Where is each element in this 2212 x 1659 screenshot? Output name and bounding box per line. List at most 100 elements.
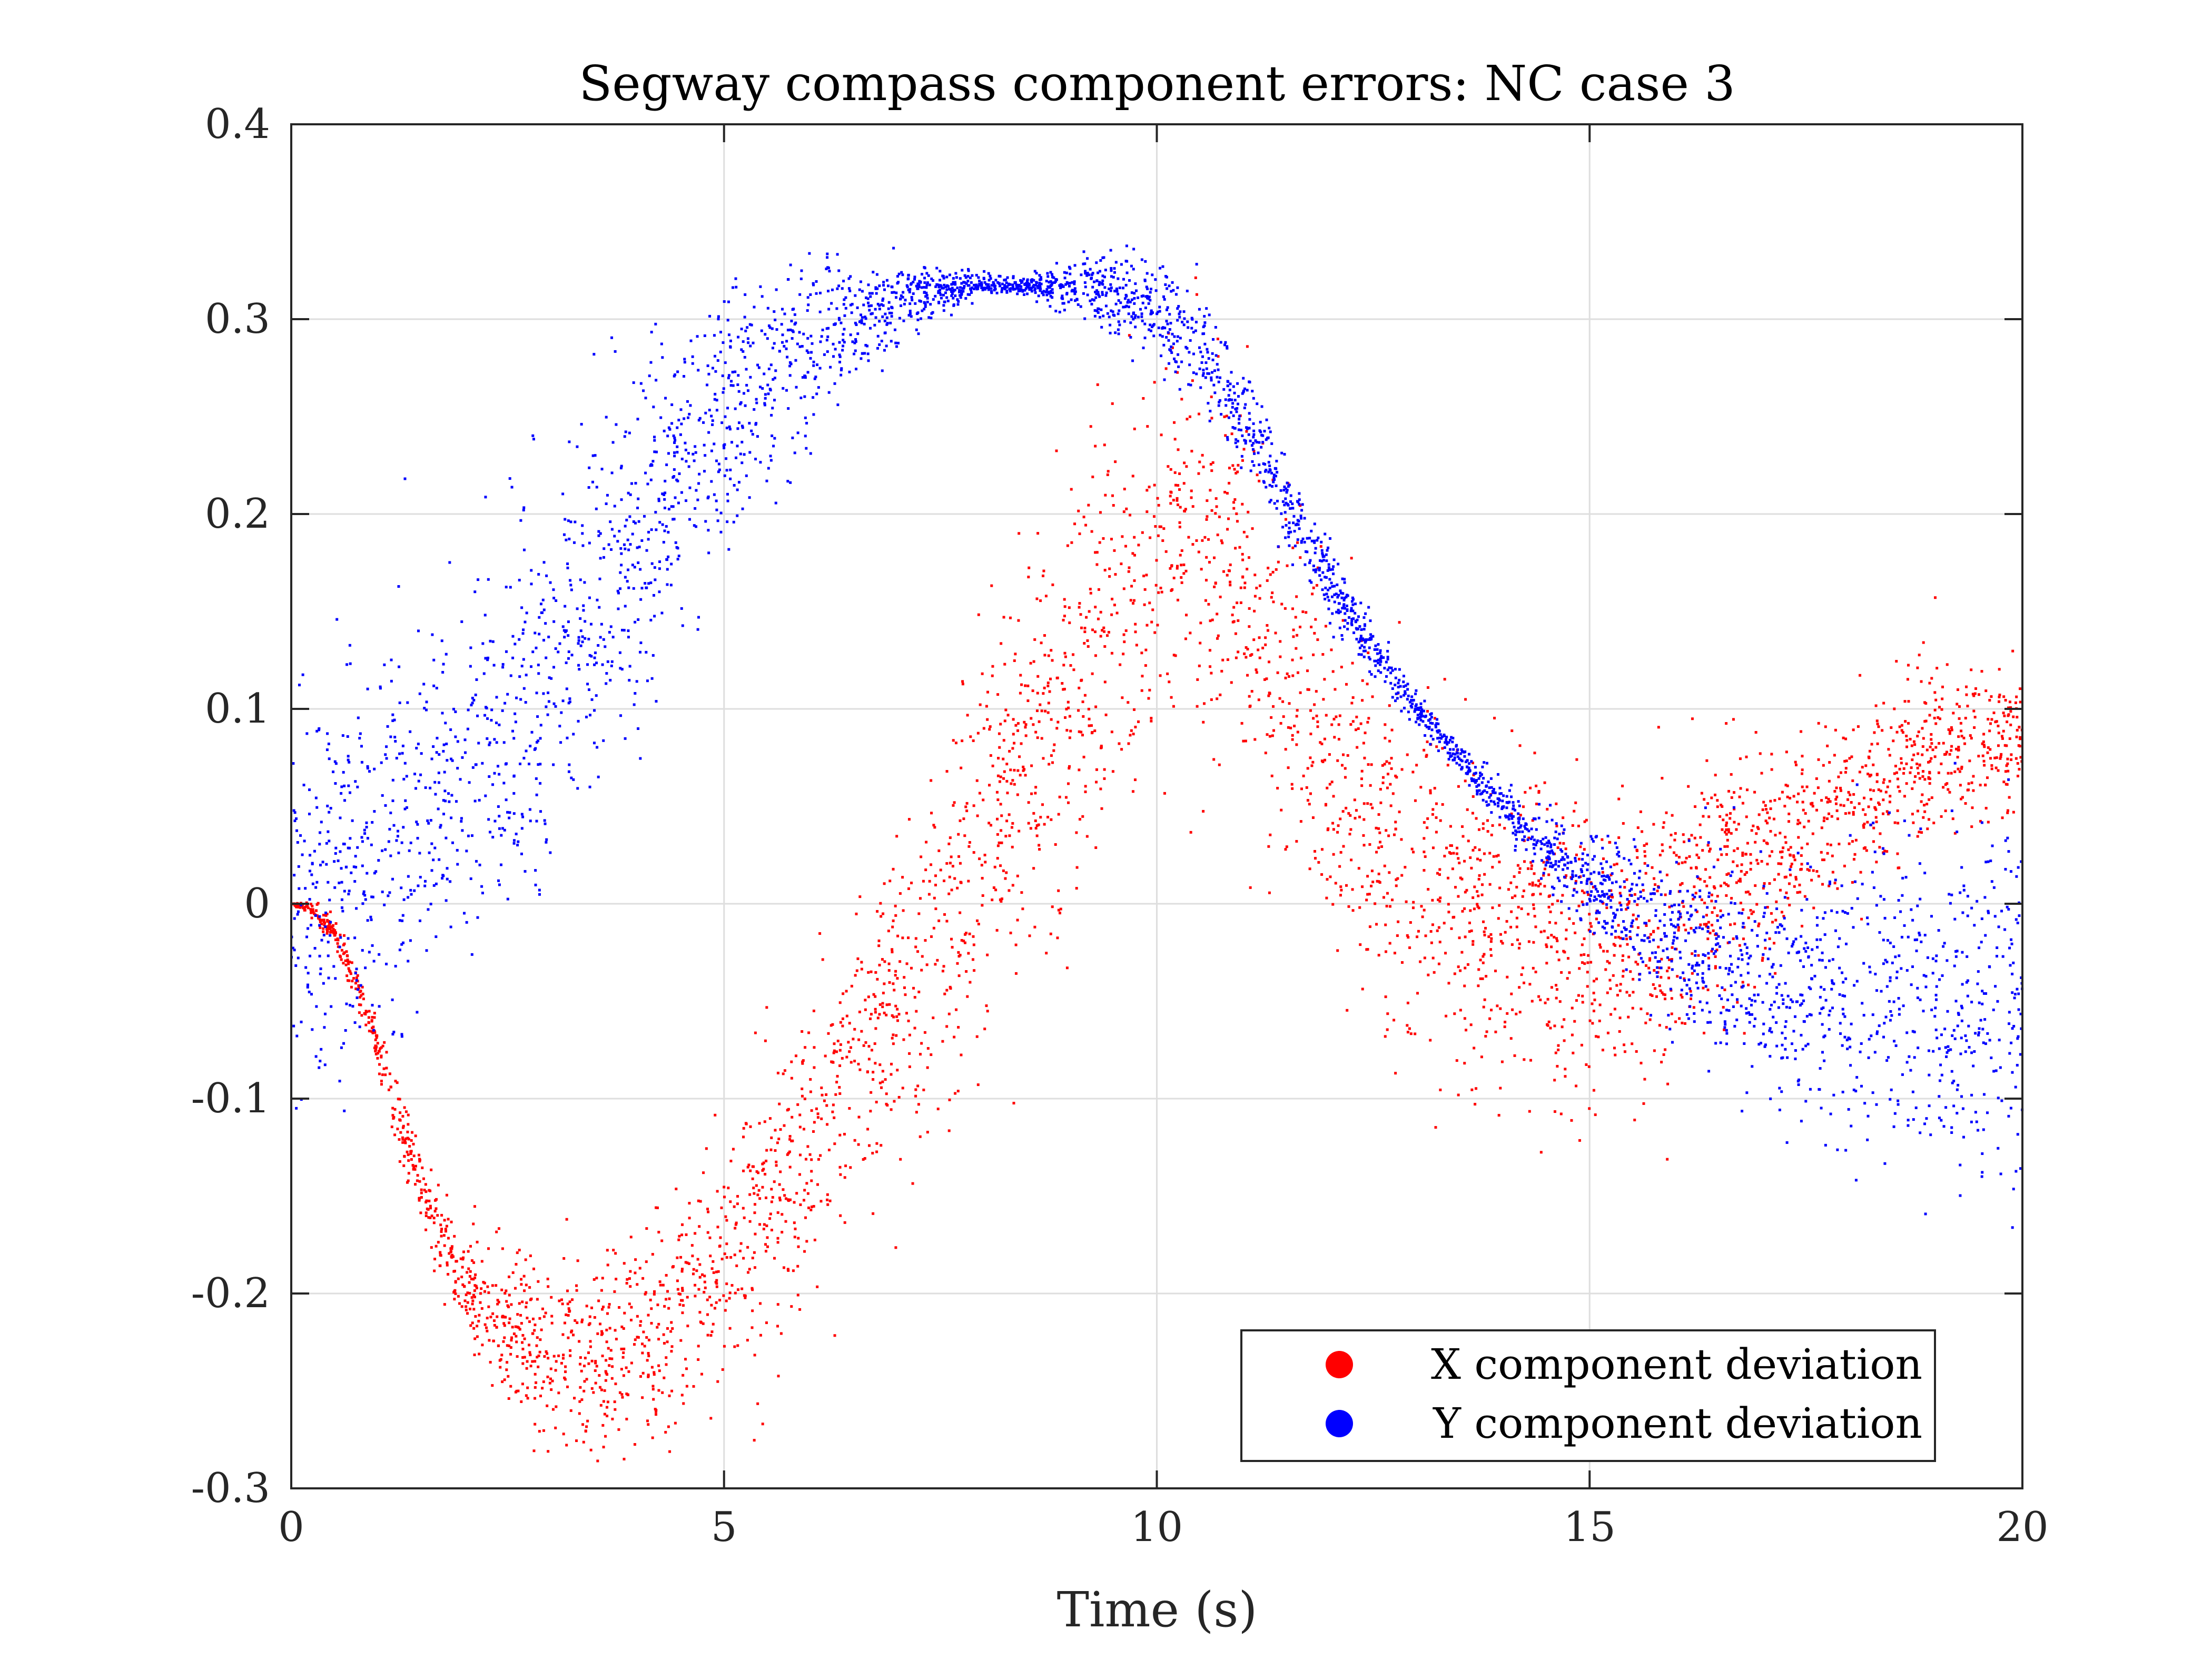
y-component-point <box>1470 777 1473 780</box>
x-component-point <box>1979 819 1982 823</box>
x-component-point <box>336 950 339 953</box>
x-component-point <box>1608 962 1611 965</box>
x-component-point <box>902 909 905 912</box>
x-component-point <box>1051 659 1054 662</box>
x-component-point <box>1815 777 1818 780</box>
x-component-point <box>850 1061 853 1064</box>
x-component-point <box>1989 748 1992 751</box>
x-component-point <box>1388 942 1391 945</box>
x-component-point <box>1037 823 1040 826</box>
x-component-point <box>998 841 1001 844</box>
x-component-point <box>1770 768 1773 771</box>
x-component-point <box>1782 915 1785 918</box>
x-component-point <box>1309 756 1312 759</box>
y-component-point <box>1938 1117 1941 1120</box>
x-component-point <box>531 1360 534 1363</box>
x-component-point <box>1177 484 1180 487</box>
x-component-point <box>1987 718 1990 721</box>
x-component-point <box>888 880 892 883</box>
y-component-point <box>2009 964 2012 967</box>
x-component-point <box>1111 770 1114 773</box>
x-component-point <box>534 1360 537 1363</box>
y-component-point <box>694 445 697 448</box>
x-component-point <box>1317 861 1320 864</box>
x-component-point <box>1842 804 1845 807</box>
x-component-point <box>1068 736 1071 739</box>
x-component-point <box>947 1012 951 1015</box>
x-component-point <box>857 1038 861 1041</box>
x-component-point <box>1435 745 1438 748</box>
x-component-point <box>1184 569 1188 572</box>
x-component-point <box>1072 668 1075 671</box>
x-component-point <box>1554 922 1557 925</box>
x-component-point <box>1340 666 1343 669</box>
y-component-point <box>1095 261 1098 264</box>
x-component-point <box>1314 850 1317 853</box>
x-component-point <box>627 1394 630 1397</box>
y-component-point <box>1777 931 1781 934</box>
x-component-point <box>587 1351 590 1354</box>
x-component-point <box>1920 680 1923 683</box>
x-component-point <box>1910 744 1913 747</box>
x-component-point <box>2009 723 2012 726</box>
x-component-point <box>318 918 321 921</box>
y-component-point <box>935 283 939 286</box>
x-component-point <box>1732 937 1735 940</box>
x-component-point <box>1831 854 1834 857</box>
x-component-point <box>1048 690 1051 693</box>
x-component-point <box>479 1292 482 1295</box>
x-component-point <box>1390 728 1394 732</box>
x-component-point <box>839 1214 842 1217</box>
x-component-point <box>378 1050 381 1053</box>
x-component-point <box>1698 877 1702 881</box>
y-component-point <box>1244 442 1247 445</box>
y-component-point <box>686 400 689 403</box>
x-component-point <box>699 1320 702 1324</box>
x-component-point <box>896 1019 900 1022</box>
x-component-point <box>977 613 980 616</box>
y-component-point <box>501 827 504 830</box>
x-component-point <box>1475 1087 1478 1090</box>
x-component-point <box>833 1049 836 1052</box>
x-component-point <box>719 1236 722 1239</box>
x-component-point <box>520 1322 523 1325</box>
y-component-point <box>1237 395 1240 398</box>
y-component-point <box>913 275 916 279</box>
x-component-point <box>1839 789 1842 792</box>
x-component-point <box>1736 864 1739 867</box>
x-component-point <box>1122 587 1125 590</box>
x-component-point <box>1271 478 1275 481</box>
x-component-point <box>1893 772 1896 775</box>
x-component-point <box>1270 774 1273 777</box>
y-component-point <box>874 308 877 311</box>
y-component-point <box>1517 826 1520 829</box>
y-component-point <box>470 953 473 956</box>
y-component-point <box>1028 288 1031 291</box>
x-component-point <box>1472 848 1475 852</box>
y-component-point <box>582 609 585 612</box>
x-component-point <box>1826 801 1829 804</box>
x-component-point <box>1482 955 1485 958</box>
x-component-point <box>1530 864 1533 867</box>
x-component-point <box>429 1204 432 1208</box>
x-component-point <box>1793 885 1796 888</box>
y-component-point <box>1585 882 1588 885</box>
x-component-point <box>362 998 365 1001</box>
x-component-point <box>1339 885 1342 888</box>
x-component-point <box>1532 966 1535 970</box>
x-component-point <box>1602 902 1605 905</box>
x-component-point <box>472 1278 475 1281</box>
x-component-point <box>1925 748 1929 752</box>
x-component-point <box>1618 1016 1622 1020</box>
y-component-point <box>567 519 570 522</box>
x-component-point <box>697 1345 700 1348</box>
x-component-point <box>319 926 322 929</box>
x-component-point <box>325 932 329 935</box>
x-component-point <box>930 935 933 938</box>
x-component-point <box>1602 857 1605 861</box>
x-component-point <box>832 1061 835 1064</box>
x-component-point <box>1445 1014 1448 1018</box>
y-component-point <box>1961 951 1964 954</box>
x-component-point <box>1587 893 1590 896</box>
x-component-point <box>1820 851 1823 854</box>
